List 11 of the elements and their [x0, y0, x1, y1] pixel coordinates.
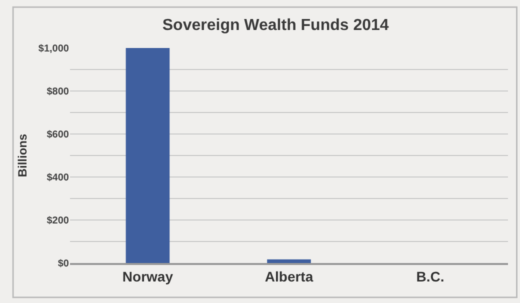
y-tick-label: $200: [46, 216, 70, 226]
y-tick-label: $1,000: [38, 44, 70, 54]
y-tick-label: $600: [46, 130, 70, 140]
chart-title: Sovereign Wealth Funds 2014: [162, 16, 389, 34]
x-tick-label: Norway: [122, 268, 174, 285]
y-tick-label: $800: [46, 86, 70, 98]
y-tick-label: $400: [46, 172, 70, 184]
x-tick-label: Alberta: [264, 268, 314, 285]
x-tick-label: B.C.: [416, 268, 444, 285]
y-axis-title: Billions: [16, 134, 30, 178]
y-tick-label: $0: [58, 258, 70, 270]
